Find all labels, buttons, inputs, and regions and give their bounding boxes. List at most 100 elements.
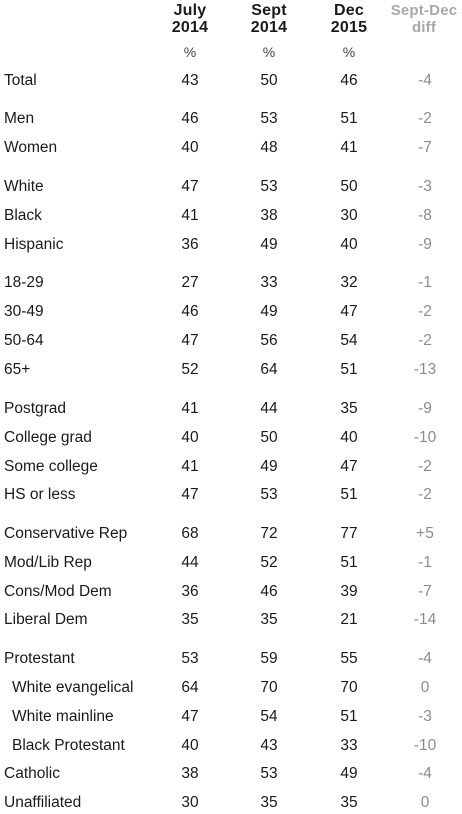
cell-sept-dec-diff: -3 bbox=[418, 708, 432, 725]
table-row: 50-64 47 56 54 -2 bbox=[0, 330, 462, 352]
cell-dec-2015: 70 bbox=[340, 679, 358, 696]
header-line: Dec bbox=[334, 2, 364, 19]
cell-dec-2015: 46 bbox=[340, 72, 358, 89]
percent-label: % bbox=[262, 44, 276, 60]
row-label: White bbox=[4, 178, 44, 195]
table-row: White mainline 47 54 51 -3 bbox=[0, 706, 462, 728]
row-label: Cons/Mod Dem bbox=[4, 583, 112, 600]
cell-sept-2014: 49 bbox=[260, 303, 278, 320]
cell-dec-2015: 49 bbox=[340, 765, 358, 782]
row-label: 50-64 bbox=[4, 332, 44, 349]
table-row: Cons/Mod Dem 36 46 39 -7 bbox=[0, 581, 462, 603]
table-row: Men 46 53 51 -2 bbox=[0, 108, 462, 130]
cell-sept-dec-diff: -1 bbox=[418, 274, 432, 291]
cell-dec-2015: 51 bbox=[340, 486, 358, 503]
cell-july-2014: 41 bbox=[181, 400, 199, 417]
table-row: HS or less 47 53 51 -2 bbox=[0, 484, 462, 506]
cell-sept-dec-diff: -8 bbox=[418, 207, 432, 224]
header-line: Sept-Dec bbox=[390, 2, 458, 19]
row-label: HS or less bbox=[4, 486, 76, 503]
cell-july-2014: 40 bbox=[181, 429, 199, 446]
cell-july-2014: 47 bbox=[181, 486, 199, 503]
cell-sept-dec-diff: -7 bbox=[418, 139, 432, 156]
cell-sept-2014: 48 bbox=[260, 139, 278, 156]
table-row: Liberal Dem 35 35 21 -14 bbox=[0, 609, 462, 631]
cell-sept-2014: 54 bbox=[260, 708, 278, 725]
cell-dec-2015: 51 bbox=[340, 554, 358, 571]
percent-label: % bbox=[342, 44, 356, 60]
cell-dec-2015: 40 bbox=[340, 429, 358, 446]
cell-sept-2014: 53 bbox=[260, 110, 278, 127]
cell-sept-2014: 53 bbox=[260, 765, 278, 782]
cell-sept-dec-diff: -4 bbox=[418, 72, 432, 89]
row-label: Mod/Lib Rep bbox=[4, 554, 92, 571]
cell-sept-2014: 49 bbox=[260, 236, 278, 253]
cell-sept-dec-diff: -2 bbox=[418, 303, 432, 320]
cell-dec-2015: 21 bbox=[340, 611, 358, 628]
table-row: 65+ 52 64 51 -13 bbox=[0, 359, 462, 381]
cell-dec-2015: 51 bbox=[340, 708, 358, 725]
cell-dec-2015: 33 bbox=[340, 737, 358, 754]
table-row: Women 40 48 41 -7 bbox=[0, 137, 462, 159]
cell-dec-2015: 35 bbox=[340, 400, 358, 417]
cell-dec-2015: 39 bbox=[340, 583, 358, 600]
cell-sept-2014: 50 bbox=[260, 72, 278, 89]
header-july-2014: July 2014 bbox=[160, 2, 220, 36]
cell-sept-dec-diff: -7 bbox=[418, 583, 432, 600]
row-label: Hispanic bbox=[4, 236, 64, 253]
cell-sept-2014: 53 bbox=[260, 486, 278, 503]
cell-sept-dec-diff: -2 bbox=[418, 458, 432, 475]
cell-july-2014: 46 bbox=[181, 303, 199, 320]
row-label: Conservative Rep bbox=[4, 525, 128, 542]
cell-dec-2015: 50 bbox=[340, 178, 358, 195]
cell-july-2014: 27 bbox=[181, 274, 199, 291]
table-row: Catholic 38 53 49 -4 bbox=[0, 763, 462, 785]
cell-july-2014: 52 bbox=[181, 361, 199, 378]
table-row: Unaffiliated 30 35 35 0 bbox=[0, 792, 462, 814]
cell-sept-2014: 33 bbox=[260, 274, 278, 291]
row-label: Black Protestant bbox=[12, 737, 125, 754]
row-label: Postgrad bbox=[4, 400, 67, 417]
cell-dec-2015: 51 bbox=[340, 110, 358, 127]
row-label: 18-29 bbox=[4, 274, 44, 291]
row-label: Total bbox=[4, 72, 37, 89]
row-label: Black bbox=[4, 207, 42, 224]
cell-sept-dec-diff: 0 bbox=[420, 794, 430, 811]
table-row: 30-49 46 49 47 -2 bbox=[0, 301, 462, 323]
cell-dec-2015: 51 bbox=[340, 361, 358, 378]
header-line: 2014 bbox=[171, 19, 209, 36]
header-line: Sept bbox=[251, 2, 287, 19]
cell-dec-2015: 41 bbox=[340, 139, 358, 156]
cell-sept-dec-diff: -4 bbox=[418, 765, 432, 782]
header-line: 2015 bbox=[330, 19, 368, 36]
cell-dec-2015: 35 bbox=[340, 794, 358, 811]
header-line: 2014 bbox=[250, 19, 288, 36]
row-label: Unaffiliated bbox=[4, 794, 82, 811]
table-row: Hispanic 36 49 40 -9 bbox=[0, 234, 462, 256]
cell-sept-2014: 46 bbox=[260, 583, 278, 600]
cell-july-2014: 41 bbox=[181, 458, 199, 475]
cell-july-2014: 36 bbox=[181, 236, 199, 253]
percent-label: % bbox=[183, 44, 197, 60]
cell-sept-dec-diff: -2 bbox=[418, 486, 432, 503]
row-label: White mainline bbox=[12, 708, 114, 725]
cell-july-2014: 47 bbox=[181, 332, 199, 349]
cell-july-2014: 47 bbox=[181, 708, 199, 725]
cell-dec-2015: 30 bbox=[340, 207, 358, 224]
row-label: Women bbox=[4, 139, 58, 156]
row-label: 30-49 bbox=[4, 303, 44, 320]
cell-sept-2014: 49 bbox=[260, 458, 278, 475]
row-label: Liberal Dem bbox=[4, 611, 88, 628]
cell-sept-dec-diff: -9 bbox=[418, 400, 432, 417]
table-row: Mod/Lib Rep 44 52 51 -1 bbox=[0, 552, 462, 574]
row-label: Some college bbox=[4, 458, 98, 475]
cell-sept-2014: 35 bbox=[260, 794, 278, 811]
header-line: diff bbox=[411, 19, 437, 36]
cell-dec-2015: 32 bbox=[340, 274, 358, 291]
cell-sept-dec-diff: -2 bbox=[418, 110, 432, 127]
table-row: Black 41 38 30 -8 bbox=[0, 205, 462, 227]
row-label: Protestant bbox=[4, 650, 75, 667]
cell-dec-2015: 47 bbox=[340, 458, 358, 475]
table-row: White evangelical 64 70 70 0 bbox=[0, 677, 462, 699]
